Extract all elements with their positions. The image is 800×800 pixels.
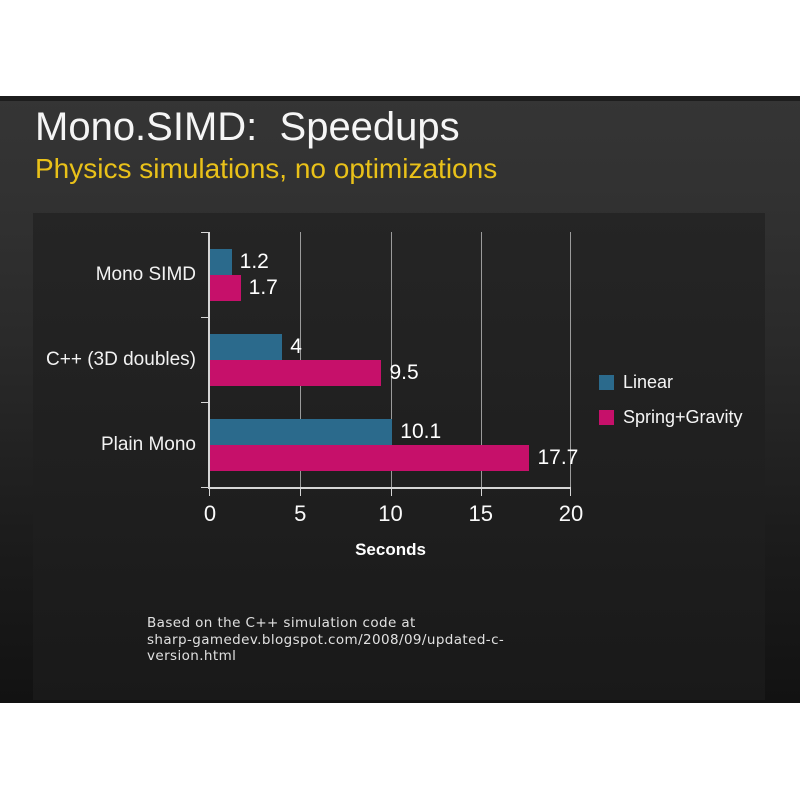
value-label: 1.7 [248, 275, 278, 299]
legend-label: Spring+Gravity [623, 407, 743, 427]
slide-title: Mono.SIMD: Speedups [35, 105, 460, 149]
bar-linear-mono-simd [210, 248, 232, 275]
x-tick-label-10: 10 [378, 501, 403, 526]
value-label: 1.2 [239, 249, 269, 273]
bar-spring-gravity-mono-simd [210, 274, 241, 301]
y-axis-tick [201, 232, 208, 233]
slide-top-divider [0, 96, 800, 101]
gridline-15 [480, 232, 482, 487]
gridline-10 [390, 232, 392, 487]
x-tick-label-5: 5 [294, 501, 307, 526]
slide: Mono.SIMD: Speedups Physics simulations,… [0, 96, 800, 703]
bar-rows: Mono SIMD 1.2 1.7 [46, 232, 578, 487]
x-axis-title: Seconds [355, 540, 426, 559]
category-label: Mono SIMD [95, 263, 196, 285]
bar-linear-plain-mono [210, 418, 393, 445]
legend: Linear Spring+Gravity [599, 372, 743, 442]
y-axis-tick [201, 316, 208, 318]
bar-spring-gravity-cpp [210, 359, 382, 386]
footnote: Based on the C++ simulation code at shar… [147, 615, 527, 665]
plot-area: Mono SIMD 1.2 1.7 [46, 232, 583, 559]
y-axis-tick [201, 402, 208, 403]
value-label: 17.7 [537, 445, 579, 469]
x-tick-label-15: 15 [468, 501, 493, 526]
x-axis-tick [300, 489, 302, 496]
gridline-20 [570, 232, 571, 487]
chart-panel: Mono SIMD 1.2 1.7 [33, 213, 765, 700]
value-label: 4 [290, 334, 302, 358]
legend-item-spring-gravity: Spring+Gravity [599, 407, 743, 428]
x-axis-tick [570, 489, 571, 496]
legend-item-linear: Linear [599, 372, 743, 393]
category-row-cpp-3d-doubles: C++ (3D doubles) 4 9.5 [46, 317, 571, 402]
category-row-plain-mono: Plain Mono 10.1 17.7 [101, 402, 578, 487]
footnote-line: sharp-gamedev.blogspot.com/2008/09/updat… [147, 631, 505, 648]
x-axis-tick [480, 489, 482, 496]
x-axis-tick [209, 489, 210, 496]
legend-label: Linear [623, 372, 674, 392]
x-axis-tick [390, 489, 392, 496]
footnote-line: Based on the C++ simulation code at [147, 615, 416, 631]
bar-linear-cpp [210, 333, 283, 360]
footnote-line: version.html [147, 648, 237, 664]
slide-subtitle: Physics simulations, no optimizations [35, 153, 498, 184]
category-label: Plain Mono [100, 433, 196, 455]
bar-spring-gravity-plain-mono [210, 444, 530, 471]
legend-swatch-linear [599, 375, 614, 390]
x-tick-label-20: 20 [558, 501, 584, 526]
value-label: 10.1 [400, 419, 442, 443]
category-label: C++ (3D doubles) [46, 348, 196, 370]
legend-swatch-spring-gravity [599, 410, 614, 425]
category-row-mono-simd: Mono SIMD 1.2 1.7 [96, 232, 571, 317]
value-label: 9.5 [389, 360, 419, 384]
y-axis-tick [201, 487, 208, 488]
slide-header: Mono.SIMD: Speedups Physics simulations,… [35, 103, 497, 185]
x-tick-label-0: 0 [203, 501, 217, 526]
